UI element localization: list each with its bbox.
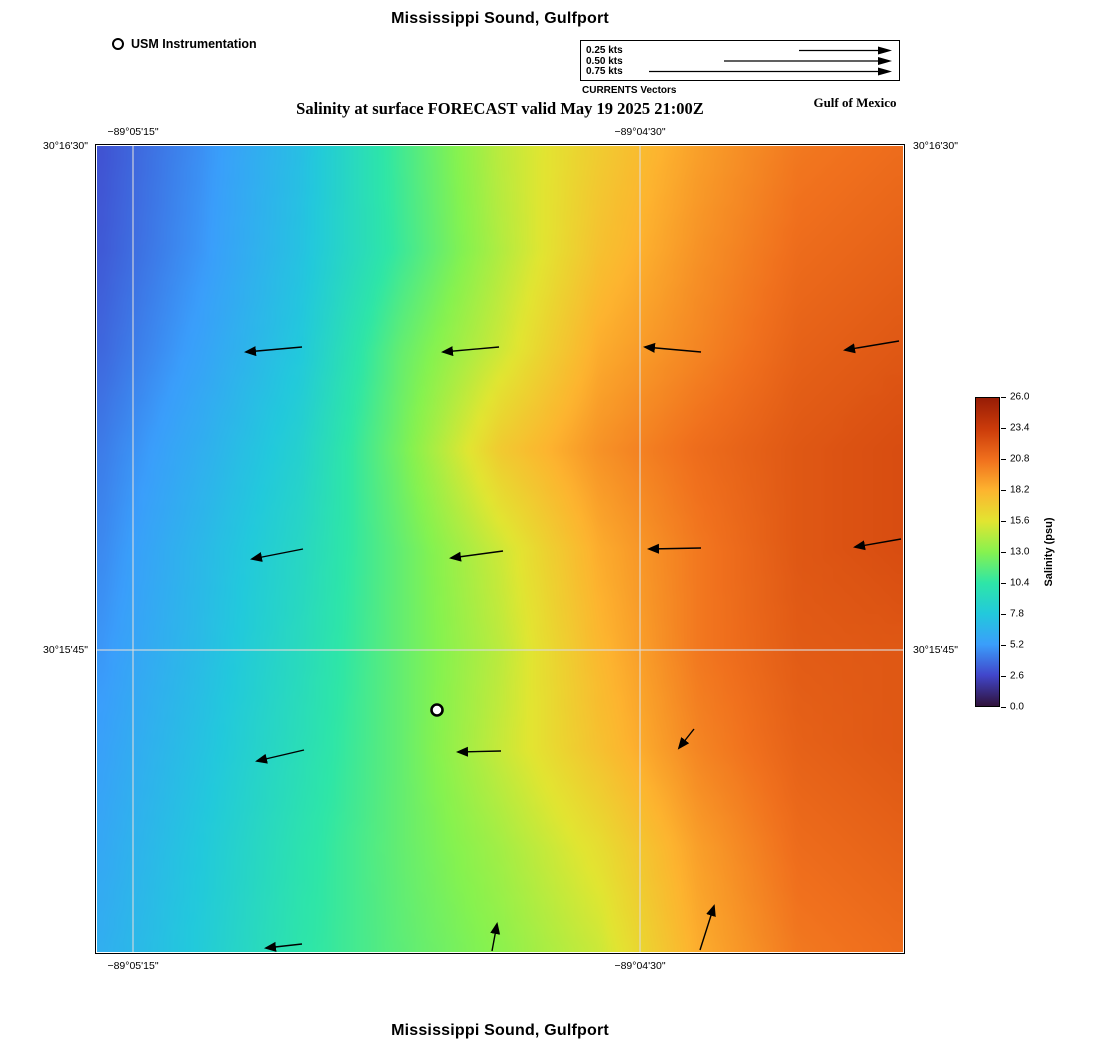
current-vector-arrow <box>699 904 716 951</box>
currents-caption: CURRENTS Vectors <box>582 85 677 96</box>
current-vector-arrow <box>843 340 900 354</box>
colorbar-tick <box>1001 644 1006 646</box>
lat-tick-label-right: 30°16'30" <box>913 140 958 152</box>
colorbar-tick-label: 18.2 <box>1010 484 1030 496</box>
current-vector-arrow <box>647 543 702 554</box>
colorbar-tick <box>1001 706 1006 708</box>
current-vector-arrow <box>264 941 303 952</box>
colorbar-tick <box>1001 675 1006 677</box>
colorbar-axis-label: Salinity (psu) <box>1043 517 1055 587</box>
legend-speed-label: 0.75 kts <box>586 66 623 77</box>
lon-tick-label-bottom: −89°05'15" <box>107 960 159 972</box>
colorbar-tick-label: 2.6 <box>1010 670 1024 682</box>
colorbar-tick-label: 13.0 <box>1010 546 1030 558</box>
station-legend-label: USM Instrumentation <box>131 37 257 51</box>
colorbar-tick <box>1001 551 1006 553</box>
current-vector-arrow <box>853 538 902 551</box>
colorbar <box>975 397 1000 707</box>
legend-arrow-head <box>878 57 892 65</box>
colorbar-tick-label: 5.2 <box>1010 639 1024 651</box>
current-vector-arrow <box>677 728 695 750</box>
legend-arrow-head <box>878 46 892 55</box>
station-marker <box>430 703 444 717</box>
current-vector-arrow <box>449 550 504 562</box>
current-vector-arrow <box>441 346 500 357</box>
current-vector-arrow <box>456 746 502 757</box>
lat-tick-label-right: 30°15'45" <box>913 644 958 656</box>
colorbar-tick-label: 7.8 <box>1010 608 1024 620</box>
figure-title-bottom: Mississippi Sound, Gulfport <box>391 1022 609 1039</box>
colorbar-tick-label: 10.4 <box>1010 577 1030 589</box>
currents-legend-arrows <box>649 46 892 76</box>
current-vector-arrow <box>255 749 305 764</box>
colorbar-tick-label: 20.8 <box>1010 453 1030 465</box>
figure-subtitle: Salinity at surface FORECAST valid May 1… <box>296 99 704 118</box>
colorbar-tick-label: 26.0 <box>1010 391 1030 403</box>
lat-tick-label-left: 30°15'45" <box>43 644 88 656</box>
salinity-field-canvas <box>97 146 903 952</box>
colorbar-tick-label: 15.6 <box>1010 515 1030 527</box>
lon-tick-label-top: −89°05'15" <box>107 126 159 138</box>
current-vector-arrow <box>244 346 303 357</box>
colorbar-tick <box>1001 520 1006 522</box>
lon-tick-label-bottom: −89°04'30" <box>614 960 666 972</box>
colorbar-tick <box>1001 427 1006 429</box>
legend-speed-label: 0.50 kts <box>586 55 623 67</box>
lon-tick-label-top: −89°04'30" <box>614 126 666 138</box>
region-label: Gulf of Mexico <box>813 95 897 110</box>
legend-speed-label: 0.25 kts <box>586 45 623 56</box>
currents-legend-box: 0.25 kts 0.50 kts 0.75 kts <box>580 40 900 81</box>
colorbar-tick <box>1001 396 1006 398</box>
colorbar-tick <box>1001 458 1006 460</box>
current-vector-arrow <box>250 548 304 562</box>
colorbar-tick <box>1001 489 1006 491</box>
map-overlay <box>97 146 903 952</box>
salinity-map <box>97 146 903 952</box>
lat-tick-label-left: 30°16'30" <box>43 140 88 152</box>
colorbar-tick-label: 0.0 <box>1010 701 1024 713</box>
station-marker-icon <box>112 38 124 50</box>
colorbar-tick-label: 23.4 <box>1010 422 1030 434</box>
colorbar-tick <box>1001 582 1006 584</box>
current-vector-arrow <box>490 922 501 952</box>
figure-title: Mississippi Sound, Gulfport <box>391 10 609 27</box>
current-vector-arrow <box>643 342 702 353</box>
legend-arrow-head <box>878 67 892 76</box>
colorbar-tick <box>1001 613 1006 615</box>
station-legend: USM Instrumentation <box>112 37 257 51</box>
